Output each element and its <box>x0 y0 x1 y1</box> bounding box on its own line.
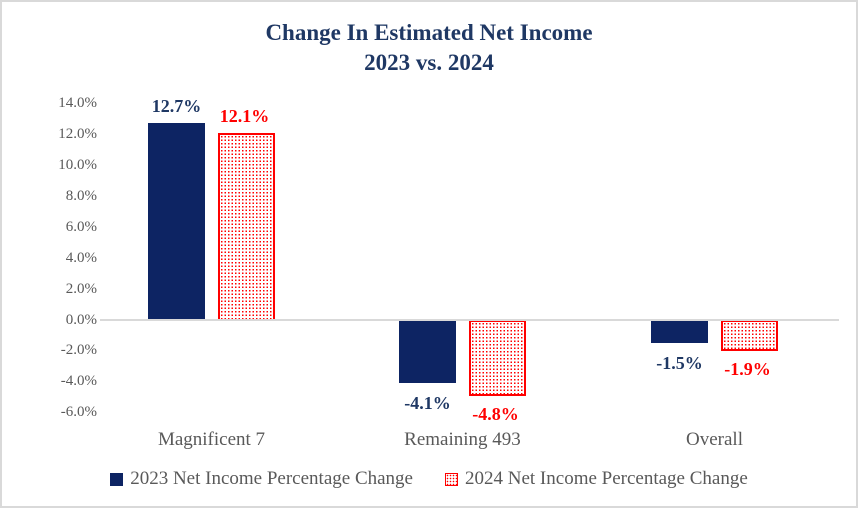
category-label-magnificent-7: Magnificent 7 <box>157 429 266 450</box>
data-label-magnificent-7-2023: 12.7% <box>151 96 202 117</box>
legend-swatch-2023-solid-icon <box>110 472 124 486</box>
y-axis-tick-label: 0.0% <box>65 311 97 328</box>
y-axis-tick-label: 4.0% <box>65 249 97 266</box>
data-label-magnificent-7-2024: 12.1% <box>219 105 270 126</box>
legend-label-2024: 2024 Net Income Percentage Change <box>465 468 748 489</box>
y-axis-tick-label: -4.0% <box>60 373 97 390</box>
y-axis-tick-label: 12.0% <box>58 126 97 143</box>
legend-item-2024: 2024 Net Income Percentage Change <box>445 468 748 490</box>
legend: 2023 Net Income Percentage Change 2024 N… <box>2 468 856 490</box>
y-axis-tick-label: -6.0% <box>60 404 97 421</box>
y-axis-tick-label: -2.0% <box>60 342 97 359</box>
y-axis-tick-label: 8.0% <box>65 187 97 204</box>
legend-swatch-2024-dotted-icon <box>445 472 458 486</box>
y-axis-tick-label: 2.0% <box>65 280 97 297</box>
bar-2024-remaining-493 <box>469 319 526 396</box>
data-label-remaining-493-2023: -4.1% <box>404 392 451 413</box>
data-label-overall-2023: -1.5% <box>656 352 703 373</box>
bar-2024-magnificent-7 <box>218 132 275 322</box>
y-axis-tick-label: 6.0% <box>65 218 97 235</box>
data-label-remaining-493-2024: -4.8% <box>472 403 519 424</box>
bar-2024-overall <box>721 319 778 351</box>
legend-item-2023: 2023 Net Income Percentage Change <box>110 468 413 490</box>
y-axis-tick-label: 14.0% <box>58 95 97 112</box>
category-label-remaining-493: Remaining 493 <box>404 429 521 450</box>
category-label-overall: Overall <box>686 429 743 450</box>
bar-2023-overall <box>651 319 708 343</box>
chart-subtitle: 2023 vs. 2024 <box>364 50 494 75</box>
y-axis-tick-label: 10.0% <box>58 157 97 173</box>
zero-axis-line <box>100 318 839 321</box>
bar-2023-remaining-493 <box>399 319 456 383</box>
bar-2023-magnificent-7 <box>148 123 205 320</box>
data-label-overall-2024: -1.9% <box>724 358 771 379</box>
chart-title: Change In Estimated Net Income <box>265 20 593 45</box>
chart-title-block: Change In Estimated Net Income 2023 vs. … <box>2 18 856 78</box>
legend-label-2023: 2023 Net Income Percentage Change <box>130 468 413 489</box>
